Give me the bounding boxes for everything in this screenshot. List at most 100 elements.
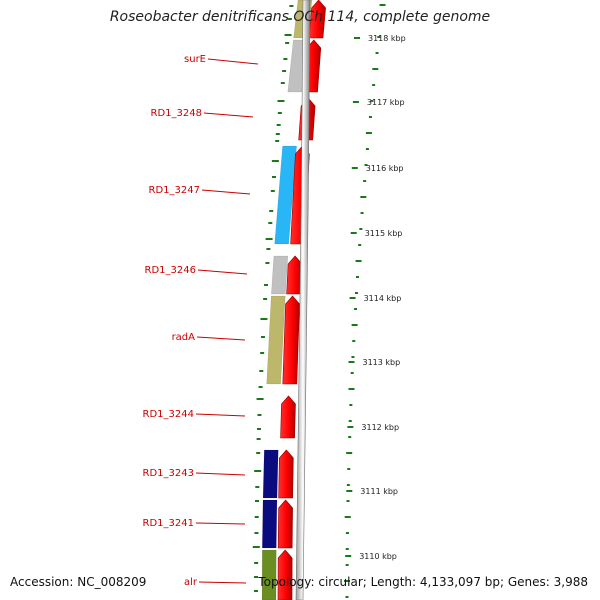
gc-tick bbox=[277, 112, 282, 114]
gc-tick bbox=[358, 244, 362, 246]
gc-tick bbox=[255, 486, 260, 488]
gc-tick bbox=[348, 436, 352, 438]
scale-tick-label: 3112 kbp bbox=[361, 423, 399, 432]
gene-leader-line bbox=[201, 189, 251, 195]
gc-tick bbox=[289, 5, 294, 7]
scale-tick-label: 3111 kbp bbox=[360, 487, 398, 496]
accession-text: Accession: NC_008209 bbox=[10, 575, 147, 589]
gc-tick bbox=[360, 212, 364, 214]
gc-tick bbox=[256, 438, 261, 440]
gc-tick bbox=[370, 100, 374, 102]
gc-tick bbox=[355, 260, 362, 262]
gene-leader-line bbox=[195, 472, 246, 476]
gc-tick bbox=[283, 58, 288, 60]
gene-label: RD1_3246 bbox=[145, 265, 196, 276]
gene-arrow bbox=[277, 549, 293, 600]
genome-backbone bbox=[295, 0, 311, 600]
gc-tick bbox=[256, 398, 264, 400]
gc-tick bbox=[287, 18, 292, 20]
gc-tick bbox=[347, 468, 351, 470]
gc-tick bbox=[282, 70, 287, 72]
scale-tick-label: 3113 kbp bbox=[363, 358, 401, 367]
category-block bbox=[271, 255, 289, 295]
gene-arrow bbox=[278, 449, 294, 499]
gc-tick bbox=[252, 546, 260, 548]
gc-tick bbox=[254, 516, 259, 518]
gc-content-ticks bbox=[252, 4, 386, 598]
scale-tick-label: 3118 kbp bbox=[368, 34, 406, 43]
map-title: Roseobacter denitrificans OCh 114, compl… bbox=[109, 9, 491, 25]
category-block bbox=[262, 499, 278, 549]
gc-tick bbox=[277, 100, 285, 102]
gc-tick bbox=[379, 20, 383, 22]
topology-text: Topology: circular; Length: 4,133,097 bp… bbox=[258, 575, 588, 589]
gc-tick bbox=[263, 284, 268, 286]
gc-tick bbox=[285, 42, 290, 44]
backbone-rail bbox=[295, 0, 311, 600]
category-block bbox=[262, 449, 279, 499]
gene-leader-line bbox=[203, 112, 254, 118]
gene-label: surE bbox=[184, 54, 206, 65]
gc-tick bbox=[280, 82, 285, 84]
gc-tick bbox=[254, 562, 259, 564]
gc-tick bbox=[377, 36, 381, 38]
gc-tick bbox=[355, 276, 359, 278]
gc-tick bbox=[354, 292, 358, 294]
gc-tick bbox=[351, 324, 358, 326]
gc-tick bbox=[255, 500, 259, 502]
gc-tick bbox=[254, 470, 262, 472]
gc-tick bbox=[345, 564, 349, 566]
gc-tick bbox=[345, 532, 349, 534]
category-block bbox=[266, 295, 286, 385]
gene-leader-line bbox=[195, 522, 246, 525]
gene-arrow bbox=[282, 295, 300, 385]
gene-arrow bbox=[280, 395, 296, 439]
gc-tick bbox=[266, 248, 271, 250]
gc-tick bbox=[260, 318, 268, 320]
gene-leader-line bbox=[197, 269, 248, 275]
gene-leader-line bbox=[207, 58, 259, 65]
gc-tick bbox=[256, 428, 261, 430]
gc-tick bbox=[256, 452, 261, 454]
gene-label: radA bbox=[172, 332, 196, 343]
category-block bbox=[274, 145, 297, 245]
gc-tick bbox=[270, 190, 275, 192]
gc-tick bbox=[269, 210, 274, 212]
gc-tick bbox=[351, 356, 355, 358]
gene-leader-line bbox=[196, 336, 246, 341]
gc-tick bbox=[350, 372, 354, 374]
gc-tick bbox=[375, 52, 379, 54]
gc-tick bbox=[276, 124, 281, 126]
gc-tick bbox=[260, 336, 265, 338]
gc-tick bbox=[345, 548, 349, 550]
gene-leader-line bbox=[195, 413, 246, 417]
gc-tick bbox=[348, 420, 352, 422]
gc-tick bbox=[365, 132, 372, 134]
gc-tick bbox=[359, 228, 363, 230]
gene-label: RD1_3244 bbox=[143, 409, 194, 420]
gc-tick bbox=[363, 180, 367, 182]
gene-arrow bbox=[277, 499, 293, 549]
gc-tick bbox=[348, 388, 355, 390]
gc-tick bbox=[368, 116, 372, 118]
gc-tick bbox=[365, 148, 369, 150]
scale-tick-label: 3116 kbp bbox=[366, 164, 404, 173]
gene-arrow bbox=[308, 0, 326, 39]
scale-tick-label: 3114 kbp bbox=[364, 294, 402, 303]
gc-tick bbox=[346, 452, 353, 454]
gene-label: RD1_3247 bbox=[149, 185, 200, 196]
gc-tick bbox=[265, 238, 273, 240]
gene-arrow bbox=[286, 255, 303, 295]
gc-tick bbox=[379, 4, 386, 6]
gc-tick bbox=[254, 532, 259, 534]
scale-tick-label: 3117 kbp bbox=[367, 98, 405, 107]
gc-tick bbox=[349, 404, 353, 406]
gc-tick bbox=[344, 516, 351, 518]
gc-tick bbox=[354, 308, 358, 310]
gene-leader-line bbox=[198, 581, 247, 584]
gc-tick bbox=[346, 500, 350, 502]
gc-tick bbox=[345, 596, 349, 598]
scale-tick-label: 3115 kbp bbox=[365, 229, 403, 238]
gc-tick bbox=[352, 340, 356, 342]
